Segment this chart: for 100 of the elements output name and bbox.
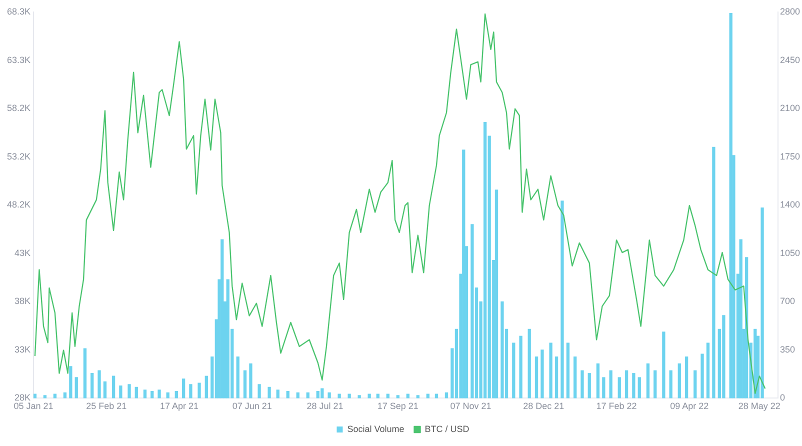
bar <box>694 370 697 398</box>
bar <box>74 377 78 398</box>
bar <box>268 386 271 398</box>
bar <box>722 315 726 398</box>
bar <box>182 378 186 398</box>
bar <box>512 342 516 398</box>
bar <box>189 384 192 398</box>
bar <box>602 377 606 398</box>
y2-tick-label: 2800 <box>780 6 800 16</box>
y-tick-label: 68.3K <box>6 6 31 16</box>
bar <box>276 390 280 398</box>
y-tick-label: 48.2K <box>6 200 31 210</box>
y2-tick-label: 1050 <box>780 248 800 258</box>
bar <box>98 370 101 398</box>
x-tick-label: 25 Feb 21 <box>86 401 127 412</box>
bar <box>406 394 410 398</box>
bar <box>574 356 577 398</box>
bar <box>554 356 558 398</box>
y2-tick-label: 350 <box>780 344 796 354</box>
bar <box>470 224 474 398</box>
y2-tick-label: 2100 <box>780 103 800 114</box>
bar <box>638 377 641 398</box>
x-tick-label: 17 Feb 22 <box>596 401 637 412</box>
bar <box>519 336 522 398</box>
bar <box>83 348 87 398</box>
bar <box>368 394 371 398</box>
bar <box>128 384 131 398</box>
bar <box>103 381 107 398</box>
x-tick-label: 17 Apr 21 <box>160 401 199 412</box>
y-tick-label: 33K <box>14 344 31 354</box>
y2-tick-label: 700 <box>780 296 796 306</box>
y2-tick-label: 0 <box>780 392 786 403</box>
bar <box>434 394 438 398</box>
bar <box>712 146 716 398</box>
bar <box>760 208 764 398</box>
bar <box>150 390 154 398</box>
legend-label: BTC / USD <box>424 424 470 434</box>
bar <box>588 373 591 398</box>
bar <box>226 279 230 398</box>
bar <box>500 301 504 398</box>
bar <box>700 354 704 398</box>
y-tick-label: 58.2K <box>6 103 31 114</box>
x-tick-label: 07 Jun 21 <box>232 401 272 412</box>
y-tick-label: 53.2K <box>6 151 31 162</box>
bar <box>69 366 72 398</box>
bar <box>53 394 57 398</box>
y2-tick-label: 2450 <box>780 54 800 65</box>
bar <box>396 395 400 398</box>
legend-label: Social Volume <box>347 424 404 434</box>
bar <box>328 392 331 398</box>
bar <box>706 342 710 398</box>
bar <box>566 342 570 398</box>
bar <box>549 342 552 398</box>
bar <box>678 363 681 398</box>
bar <box>358 395 361 398</box>
x-tick-label: 07 Nov 21 <box>450 401 492 412</box>
bar <box>204 376 208 398</box>
bar <box>112 376 116 398</box>
bar <box>174 390 178 398</box>
bar <box>654 370 657 398</box>
bar <box>426 394 430 398</box>
x-tick-label: 28 Jul 21 <box>306 401 344 412</box>
bar <box>632 373 636 398</box>
bar <box>534 356 538 398</box>
x-tick-label: 28 May 22 <box>738 401 780 412</box>
bar <box>494 190 498 398</box>
bar <box>243 370 247 398</box>
y2-tick-label: 1400 <box>780 200 800 210</box>
bar <box>198 382 201 398</box>
bar <box>416 395 420 398</box>
bar <box>580 370 584 398</box>
bar <box>119 385 122 398</box>
bar <box>596 363 600 398</box>
y-tick-label: 28K <box>14 392 31 403</box>
bar <box>236 356 240 398</box>
bar <box>609 370 612 398</box>
bar <box>338 394 341 398</box>
y-tick-label: 38K <box>14 296 31 306</box>
bar <box>618 377 621 398</box>
bar <box>483 122 487 398</box>
bar <box>376 394 380 398</box>
bar <box>348 394 351 398</box>
bar <box>286 390 290 398</box>
x-tick-label: 28 Dec 21 <box>523 401 564 412</box>
bar <box>669 370 672 398</box>
x-tick-label: 09 Apr 22 <box>670 401 709 412</box>
bar <box>386 394 390 398</box>
bar <box>624 370 628 398</box>
bar <box>320 388 324 398</box>
bar <box>134 386 138 398</box>
y2-tick-label: 1750 <box>780 151 800 162</box>
y-tick-label: 43K <box>14 248 31 258</box>
x-tick-label: 05 Jan 21 <box>14 401 54 412</box>
bar <box>528 328 531 398</box>
bar <box>662 332 666 398</box>
bar <box>158 390 161 398</box>
bar <box>684 356 688 398</box>
bar <box>540 350 544 398</box>
x-tick-label: 17 Sep 21 <box>377 401 418 412</box>
bar <box>220 239 224 398</box>
